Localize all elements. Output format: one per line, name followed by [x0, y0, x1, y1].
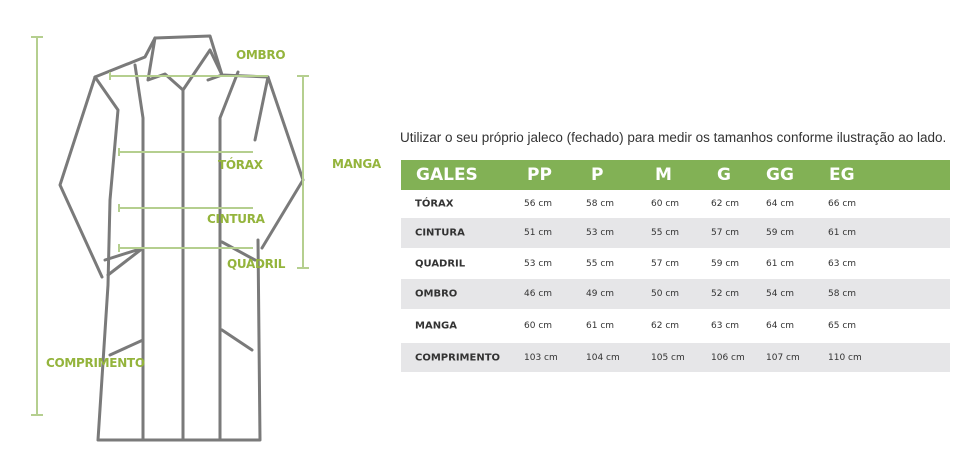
size-value: 59 cm [766, 228, 795, 238]
size-value: 46 cm [524, 289, 553, 299]
size-value: 66 cm [828, 199, 857, 209]
size-value: 63 cm [711, 321, 740, 331]
instructions-text: Utilizar o seu próprio jaleco (fechado) … [400, 130, 947, 145]
header-cell: GG [766, 165, 794, 185]
label-cintura: CINTURA [207, 212, 265, 226]
label-ombro: OMBRO [236, 48, 286, 62]
label-comprimento: COMPRIMENTO [46, 356, 145, 370]
size-value: 55 cm [586, 258, 615, 269]
size-value: 57 cm [711, 228, 740, 238]
size-value: 58 cm [828, 289, 857, 299]
table-row: QUADRIL 53 cm 55 cm 57 cm 59 cm 61 cm 63 cm [401, 248, 950, 279]
size-value: 56 cm [524, 199, 553, 209]
row-label: CINTURA [415, 227, 465, 239]
size-value: 57 cm [651, 258, 680, 269]
size-value: 106 cm [711, 352, 745, 363]
size-value: 61 cm [766, 258, 795, 269]
size-value: 59 cm [711, 258, 740, 269]
size-value: 103 cm [524, 352, 558, 363]
table-header: GALES PP P M G GG EG [401, 160, 950, 190]
header-cell: EG [829, 165, 855, 185]
header-cell: M [655, 165, 672, 185]
table-row: TÓRAX 56 cm 58 cm 60 cm 62 cm 64 cm 66 cm [401, 190, 950, 218]
size-value: 61 cm [586, 321, 615, 331]
size-value: 60 cm [524, 321, 553, 331]
size-value: 60 cm [651, 199, 680, 209]
table-row: OMBRO 46 cm 49 cm 50 cm 52 cm 54 cm 58 cm [401, 279, 950, 309]
size-value: 53 cm [586, 228, 615, 238]
size-value: 54 cm [766, 289, 795, 299]
size-value: 63 cm [828, 258, 857, 269]
size-value: 105 cm [651, 352, 685, 363]
size-value: 64 cm [766, 199, 795, 209]
header-cell: P [591, 165, 604, 185]
size-value: 55 cm [651, 228, 680, 238]
size-value: 51 cm [524, 228, 553, 238]
table-row: CINTURA 51 cm 53 cm 55 cm 57 cm 59 cm 61 cm [401, 218, 950, 248]
table-row: COMPRIMENTO 103 cm 104 cm 105 cm 106 cm 107 c… [401, 343, 950, 372]
row-label: MANGA [415, 320, 458, 332]
header-cell: PP [527, 165, 552, 185]
size-value: 62 cm [651, 321, 680, 331]
header-cell: G [717, 165, 731, 185]
row-label: OMBRO [415, 288, 458, 300]
table-row: MANGA 60 cm 61 cm 62 cm 63 cm 64 cm 65 cm [401, 309, 950, 343]
size-value: 61 cm [828, 228, 857, 238]
size-value: 62 cm [711, 199, 740, 209]
size-value: 52 cm [711, 289, 740, 299]
size-table: GALES PP P M G GG EG TÓRAX 56 cm 58 cm 60 cm 62 cm… [401, 160, 950, 372]
size-value: 53 cm [524, 258, 553, 269]
size-value: 110 cm [828, 352, 862, 363]
row-label: QUADRIL [415, 258, 466, 269]
label-torax: TÓRAX [218, 158, 263, 172]
coat-illustration [31, 34, 309, 442]
row-label: TÓRAX [415, 198, 454, 210]
size-value: 58 cm [586, 199, 615, 209]
size-value: 49 cm [586, 289, 615, 299]
size-value: 65 cm [828, 321, 857, 331]
size-value: 104 cm [586, 352, 620, 363]
label-manga: MANGA [332, 157, 381, 171]
header-cell: GALES [416, 165, 478, 185]
size-value: 50 cm [651, 289, 680, 299]
size-value: 107 cm [766, 352, 800, 363]
size-value: 64 cm [766, 321, 795, 331]
label-quadril: QUADRIL [227, 257, 286, 271]
row-label: COMPRIMENTO [415, 352, 501, 363]
